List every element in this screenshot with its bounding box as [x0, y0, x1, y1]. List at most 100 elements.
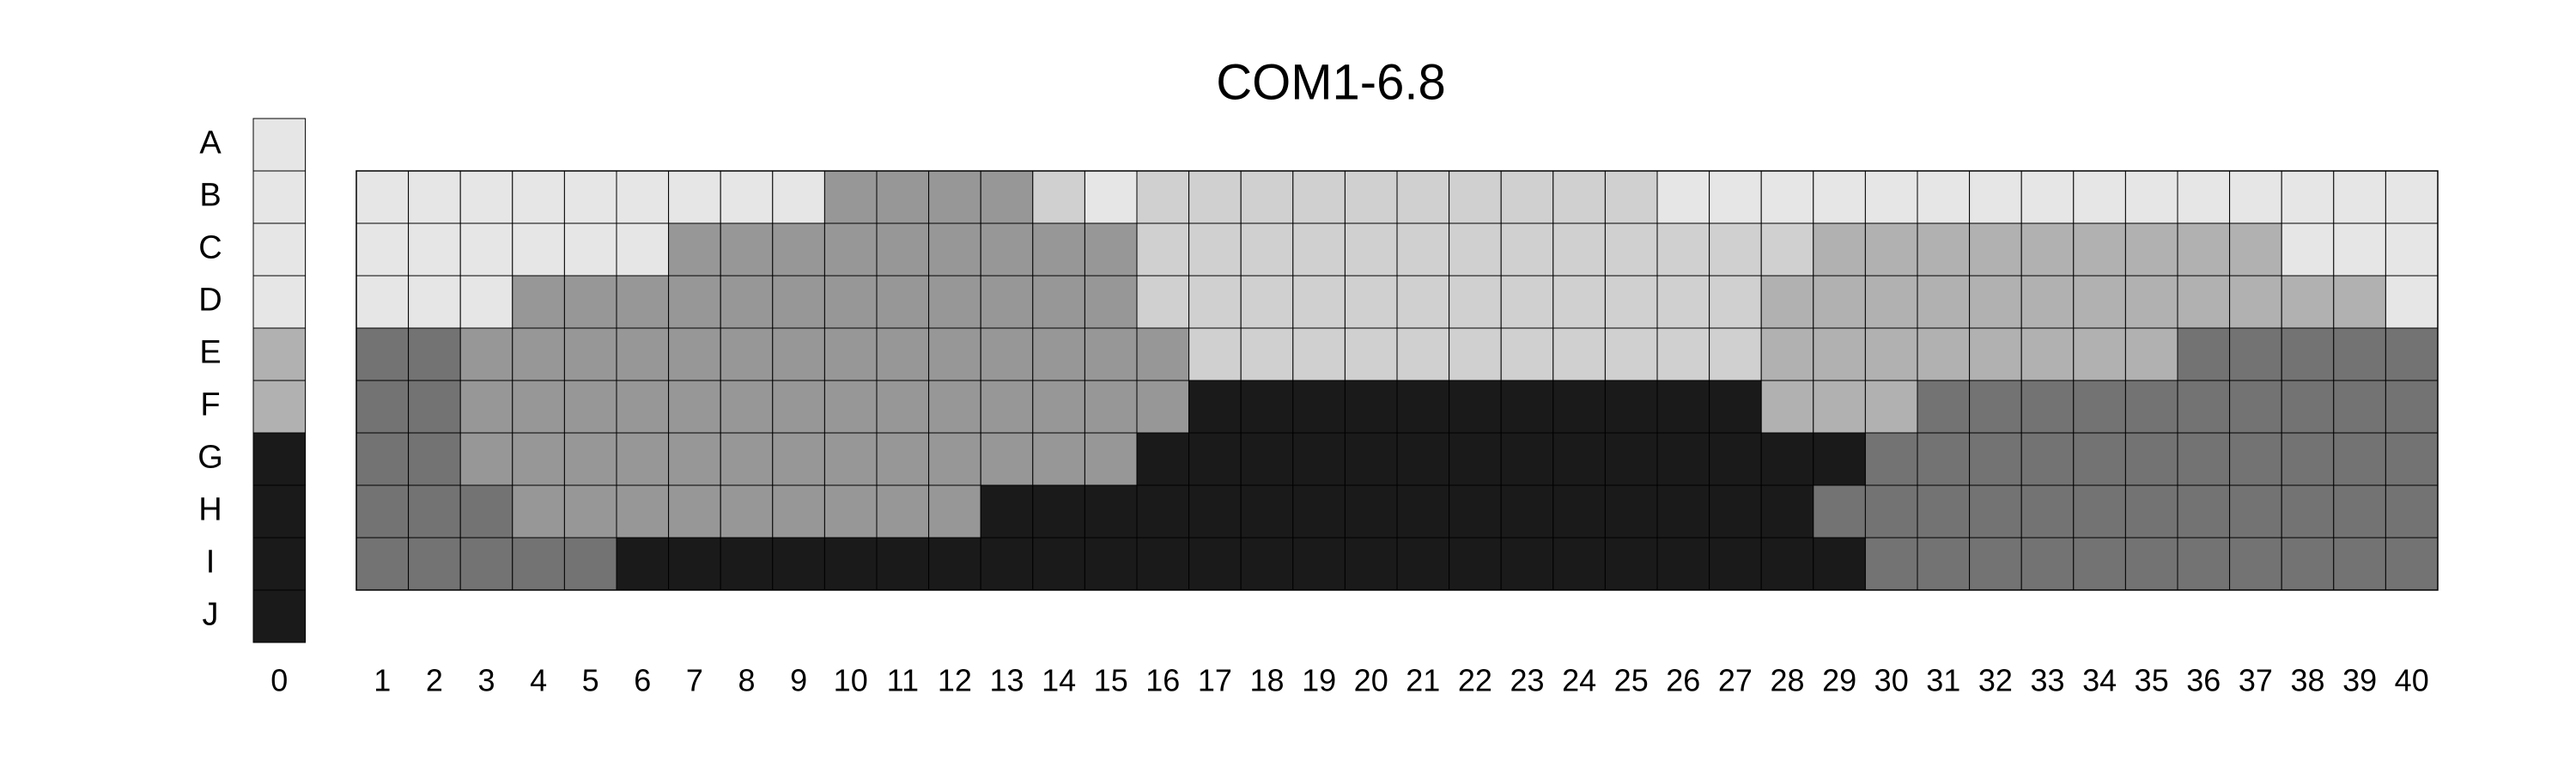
- cell-c-34: [2073, 222, 2126, 277]
- cell-d-11: [876, 275, 930, 329]
- cell-i-28: [1760, 537, 1814, 591]
- cell-i-27: [1709, 537, 1762, 591]
- cell-b-19: [1292, 170, 1346, 224]
- cell-g-38: [2281, 432, 2335, 486]
- cell-b-33: [2020, 170, 2075, 224]
- cell-h-31: [1917, 484, 1971, 539]
- cell-e-9: [772, 327, 825, 381]
- cell-b-23: [1500, 170, 1554, 224]
- cell-d-9: [772, 275, 825, 329]
- chart-title: COM1-6.8: [1216, 54, 1446, 110]
- cell-b-20: [1344, 170, 1398, 224]
- cell-i-10: [823, 537, 878, 591]
- cell-d-1: [355, 275, 410, 329]
- cell-g-12: [928, 432, 981, 486]
- cell-f-3: [459, 380, 513, 434]
- cell-g-11: [876, 432, 930, 486]
- cell-c-22: [1449, 222, 1502, 277]
- cell-e-7: [668, 327, 721, 381]
- cell-d-16: [1136, 275, 1190, 329]
- row-label-c: C: [198, 230, 222, 266]
- cell-c-15: [1084, 222, 1138, 277]
- cell-f-19: [1292, 380, 1346, 434]
- column-label-27: 27: [1718, 663, 1753, 698]
- cell-h-19: [1292, 484, 1346, 539]
- cell-b-27: [1709, 170, 1762, 224]
- cell-g-33: [2020, 432, 2075, 486]
- cell-b-37: [2229, 170, 2282, 224]
- cell-i-36: [2177, 537, 2231, 591]
- cell-i-20: [1344, 537, 1398, 591]
- cell-e-32: [1969, 327, 2022, 381]
- cell-g-8: [720, 432, 774, 486]
- cell-i-34: [2073, 537, 2126, 591]
- cell-f-24: [1552, 380, 1606, 434]
- cell-c-21: [1396, 222, 1450, 277]
- column-label-5: 5: [582, 663, 599, 698]
- legend-column: [252, 118, 307, 643]
- cell-b-12: [928, 170, 981, 224]
- cell-h-22: [1449, 484, 1502, 539]
- cell-h-25: [1604, 484, 1658, 539]
- cell-h-5: [563, 484, 617, 539]
- cell-i-3: [459, 537, 513, 591]
- column-label-32: 32: [1978, 663, 2013, 698]
- cell-h-4: [512, 484, 565, 539]
- cell-b-35: [2124, 170, 2178, 224]
- cell-g-13: [980, 432, 1034, 486]
- cell-e-4: [512, 327, 565, 381]
- cell-g-5: [563, 432, 617, 486]
- cell-d-15: [1084, 275, 1138, 329]
- cell-b-31: [1917, 170, 1971, 224]
- cell-h-8: [720, 484, 774, 539]
- cell-f-4: [512, 380, 565, 434]
- cell-f-15: [1084, 380, 1138, 434]
- cell-f-31: [1917, 380, 1971, 434]
- legend-cell-d: [252, 275, 307, 329]
- row-label-a: A: [199, 125, 222, 161]
- cell-f-38: [2281, 380, 2335, 434]
- column-label-14: 14: [1042, 663, 1076, 698]
- cell-e-6: [616, 327, 670, 381]
- row-label-d: D: [198, 283, 222, 319]
- column-label-31: 31: [1926, 663, 1960, 698]
- cell-g-4: [512, 432, 565, 486]
- cell-d-34: [2073, 275, 2126, 329]
- cell-b-7: [668, 170, 721, 224]
- cell-g-39: [2333, 432, 2386, 486]
- column-label-12: 12: [938, 663, 972, 698]
- cell-d-21: [1396, 275, 1450, 329]
- cell-f-8: [720, 380, 774, 434]
- cell-c-19: [1292, 222, 1346, 277]
- cell-c-33: [2020, 222, 2075, 277]
- cell-d-39: [2333, 275, 2386, 329]
- cell-f-39: [2333, 380, 2386, 434]
- cell-c-20: [1344, 222, 1398, 277]
- cell-e-3: [459, 327, 513, 381]
- cell-d-7: [668, 275, 721, 329]
- column-label-4: 4: [530, 663, 547, 698]
- column-label-28: 28: [1770, 663, 1804, 698]
- cell-c-9: [772, 222, 825, 277]
- cell-i-32: [1969, 537, 2022, 591]
- cell-i-9: [772, 537, 825, 591]
- cell-i-8: [720, 537, 774, 591]
- cell-d-3: [459, 275, 513, 329]
- cell-c-5: [563, 222, 617, 277]
- cell-c-24: [1552, 222, 1606, 277]
- cell-c-30: [1864, 222, 1918, 277]
- cell-g-30: [1864, 432, 1918, 486]
- cell-e-40: [2385, 327, 2439, 381]
- cell-i-1: [355, 537, 410, 591]
- cell-g-3: [459, 432, 513, 486]
- cell-i-4: [512, 537, 565, 591]
- cell-d-33: [2020, 275, 2075, 329]
- cell-b-18: [1240, 170, 1294, 224]
- column-labels: 0 1 2 3 4 5 6 7 8 9 10 11 12 13 14 15 16 17 18 19 20 21 22 23 24…: [270, 663, 2428, 698]
- cell-b-14: [1032, 170, 1085, 224]
- column-label-16: 16: [1145, 663, 1180, 698]
- cell-d-30: [1864, 275, 1918, 329]
- cell-i-22: [1449, 537, 1502, 591]
- cell-g-16: [1136, 432, 1190, 486]
